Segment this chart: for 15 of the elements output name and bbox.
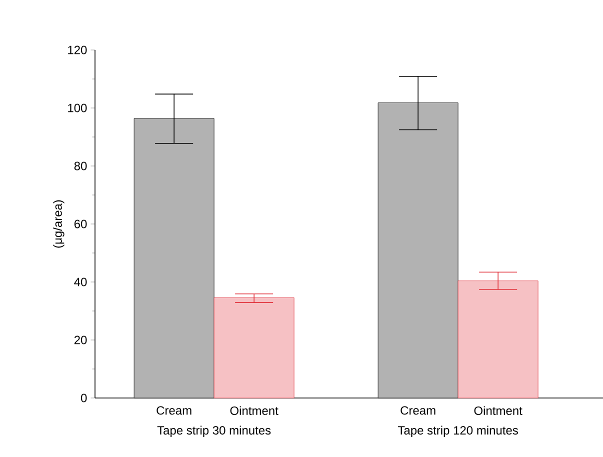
text: Ointment [474,406,522,415]
y-tick-label: 80 [74,162,87,170]
y-tick-label: 20 [74,336,87,344]
y-tick-label: 0 [81,394,87,402]
y-tick-label: 120 [68,46,87,54]
series-label: Cream [156,406,192,415]
text: Cream [400,406,436,415]
x-tick-label: Tape strip 30 minutes [157,426,271,437]
x-tick-label: Tape strip 120 minutes [398,426,518,437]
y-tick-label: 40 [74,278,87,286]
y-tick-label: 60 [74,220,87,228]
y-axis-title: (μg/area) [53,200,64,248]
bar [214,297,294,398]
y-tick-label: 100 [68,104,87,112]
series-label: Ointment [230,406,278,415]
